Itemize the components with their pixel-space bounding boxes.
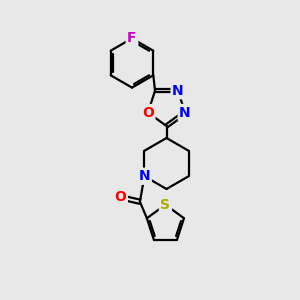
Text: F: F bbox=[127, 32, 137, 45]
Text: N: N bbox=[179, 106, 191, 119]
Text: N: N bbox=[172, 84, 184, 98]
Text: S: S bbox=[160, 198, 170, 212]
Text: O: O bbox=[115, 190, 126, 204]
Text: N: N bbox=[139, 169, 150, 183]
Text: O: O bbox=[142, 106, 154, 119]
